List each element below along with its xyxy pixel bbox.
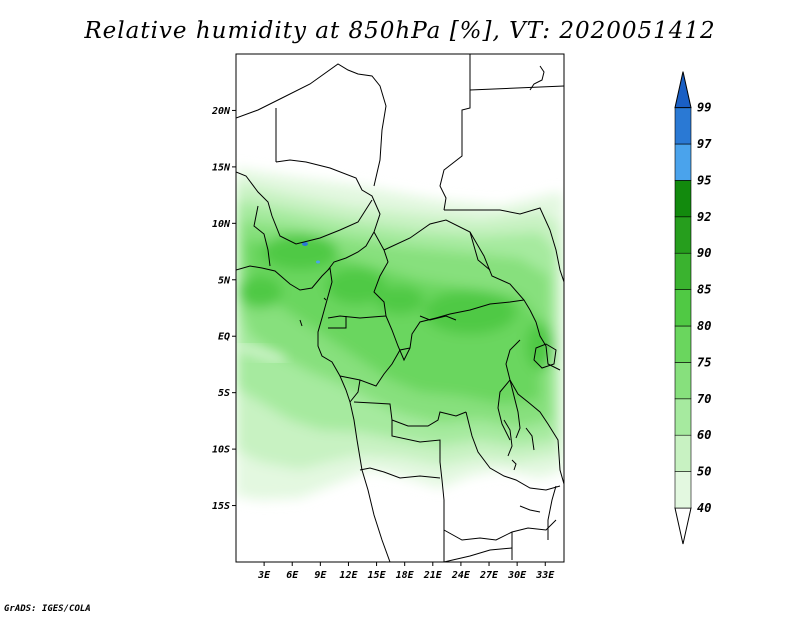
lon-tick-label: 24E [451,570,471,581]
colorbar-segment [674,107,692,145]
colorbar-segment [674,362,692,400]
longitude-axis: 3E 6E 9E 12E 15E 18E 21E 24E 27E 30E 33E [257,562,555,581]
lat-tick-label: 10N [212,219,231,230]
colorbar-segment [674,143,692,181]
lat-tick-label: EQ [218,332,230,343]
map-frame [235,53,565,563]
lon-tick-label: 30E [507,570,527,581]
colorbar-segment [674,471,692,509]
chart-title: Relative humidity at 850hPa [%], VT: 202… [84,18,716,44]
lon-tick-label: 9E [314,570,327,581]
lon-tick-label: 33E [535,570,555,581]
colorbar-label: 50 [697,465,711,479]
country-borders [236,54,564,562]
colorbar-segment [674,180,692,218]
colorbar-high-arrow [674,71,692,109]
colorbar-label: 70 [697,392,711,406]
colorbar: 40 50 60 70 75 80 85 90 92 95 97 99 [674,71,712,545]
grads-credit: GrADS: IGES/COLA [4,604,91,614]
colorbar-segment [674,434,692,472]
lon-tick-label: 18E [396,570,415,581]
lon-tick-label: 27E [479,570,499,581]
colorbar-label: 97 [697,137,712,151]
lat-tick-label: 5S [218,388,230,399]
colorbar-label: 40 [697,501,711,515]
humidity-shading [236,168,564,500]
lon-tick-label: 3E [257,570,271,581]
colorbar-label: 80 [697,319,711,333]
lon-tick-label: 21E [423,570,443,581]
colorbar-segment [674,398,692,436]
lon-tick-label: 6E [286,570,299,581]
colorbar-label: 85 [697,283,711,297]
colorbar-low-arrow [674,507,692,545]
colorbar-segment [674,252,692,290]
lon-tick-label: 15E [368,570,387,581]
lat-tick-label: 15N [212,162,231,173]
colorbar-label: 60 [697,428,711,442]
colorbar-segment [674,289,692,327]
colorbar-label: 99 [697,101,711,115]
lat-tick-label: 5N [218,275,231,286]
lat-tick-label: 20N [211,106,231,117]
colorbar-label: 92 [697,210,711,224]
colorbar-label: 75 [697,355,711,369]
lat-tick-label: 10S [212,445,230,456]
colorbar-segment [674,216,692,254]
colorbar-label: 95 [697,173,711,187]
colorbar-label: 90 [697,246,711,260]
lat-tick-label: 15S [212,501,230,512]
colorbar-segment [674,325,692,363]
lon-tick-label: 12E [339,570,358,581]
latitude-axis: 20N 15N 10N 5N EQ 5S 10S 15S [211,106,236,512]
